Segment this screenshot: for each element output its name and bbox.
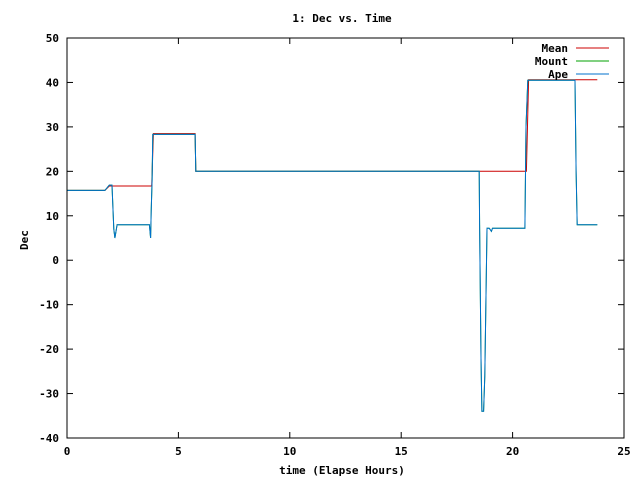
series-line-mean xyxy=(67,79,598,191)
y-tick-label-1: -30 xyxy=(39,388,59,401)
x-tick-label-3: 15 xyxy=(395,445,408,458)
y-tick-label-9: 50 xyxy=(46,32,59,45)
legend-label-mean: Mean xyxy=(542,42,569,55)
x-tick-label-2: 10 xyxy=(283,445,296,458)
x-tick-label-0: 0 xyxy=(64,445,71,458)
y-axis-ticks: -40 -30 -20 -10 0 10 20 30 40 50 xyxy=(39,32,624,445)
y-tick-label-0: -40 xyxy=(39,432,59,445)
plot-lines xyxy=(67,79,598,412)
x-axis-ticks: 0 5 10 15 20 25 xyxy=(64,38,631,458)
y-axis-label: Dec xyxy=(18,230,31,250)
x-tick-label-4: 20 xyxy=(506,445,519,458)
y-tick-label-2: -20 xyxy=(39,343,59,356)
y-tick-label-7: 30 xyxy=(46,121,59,134)
y-tick-label-4: 0 xyxy=(52,254,59,267)
x-axis-label: time (Elapse Hours) xyxy=(279,464,405,477)
legend-label-mount: Mount xyxy=(535,55,568,68)
plot-frame xyxy=(66,37,625,439)
y-tick-label-8: 40 xyxy=(46,76,59,89)
y-tick-label-3: -10 xyxy=(39,299,59,312)
y-tick-label-6: 20 xyxy=(46,165,59,178)
x-tick-label-5: 25 xyxy=(617,445,630,458)
series-line-ape xyxy=(67,79,598,412)
series-line-mount xyxy=(67,79,598,412)
x-tick-label-1: 5 xyxy=(175,445,182,458)
chart-title: 1: Dec vs. Time xyxy=(292,12,392,25)
legend-label-ape: Ape xyxy=(548,68,568,81)
y-tick-label-5: 10 xyxy=(46,210,59,223)
